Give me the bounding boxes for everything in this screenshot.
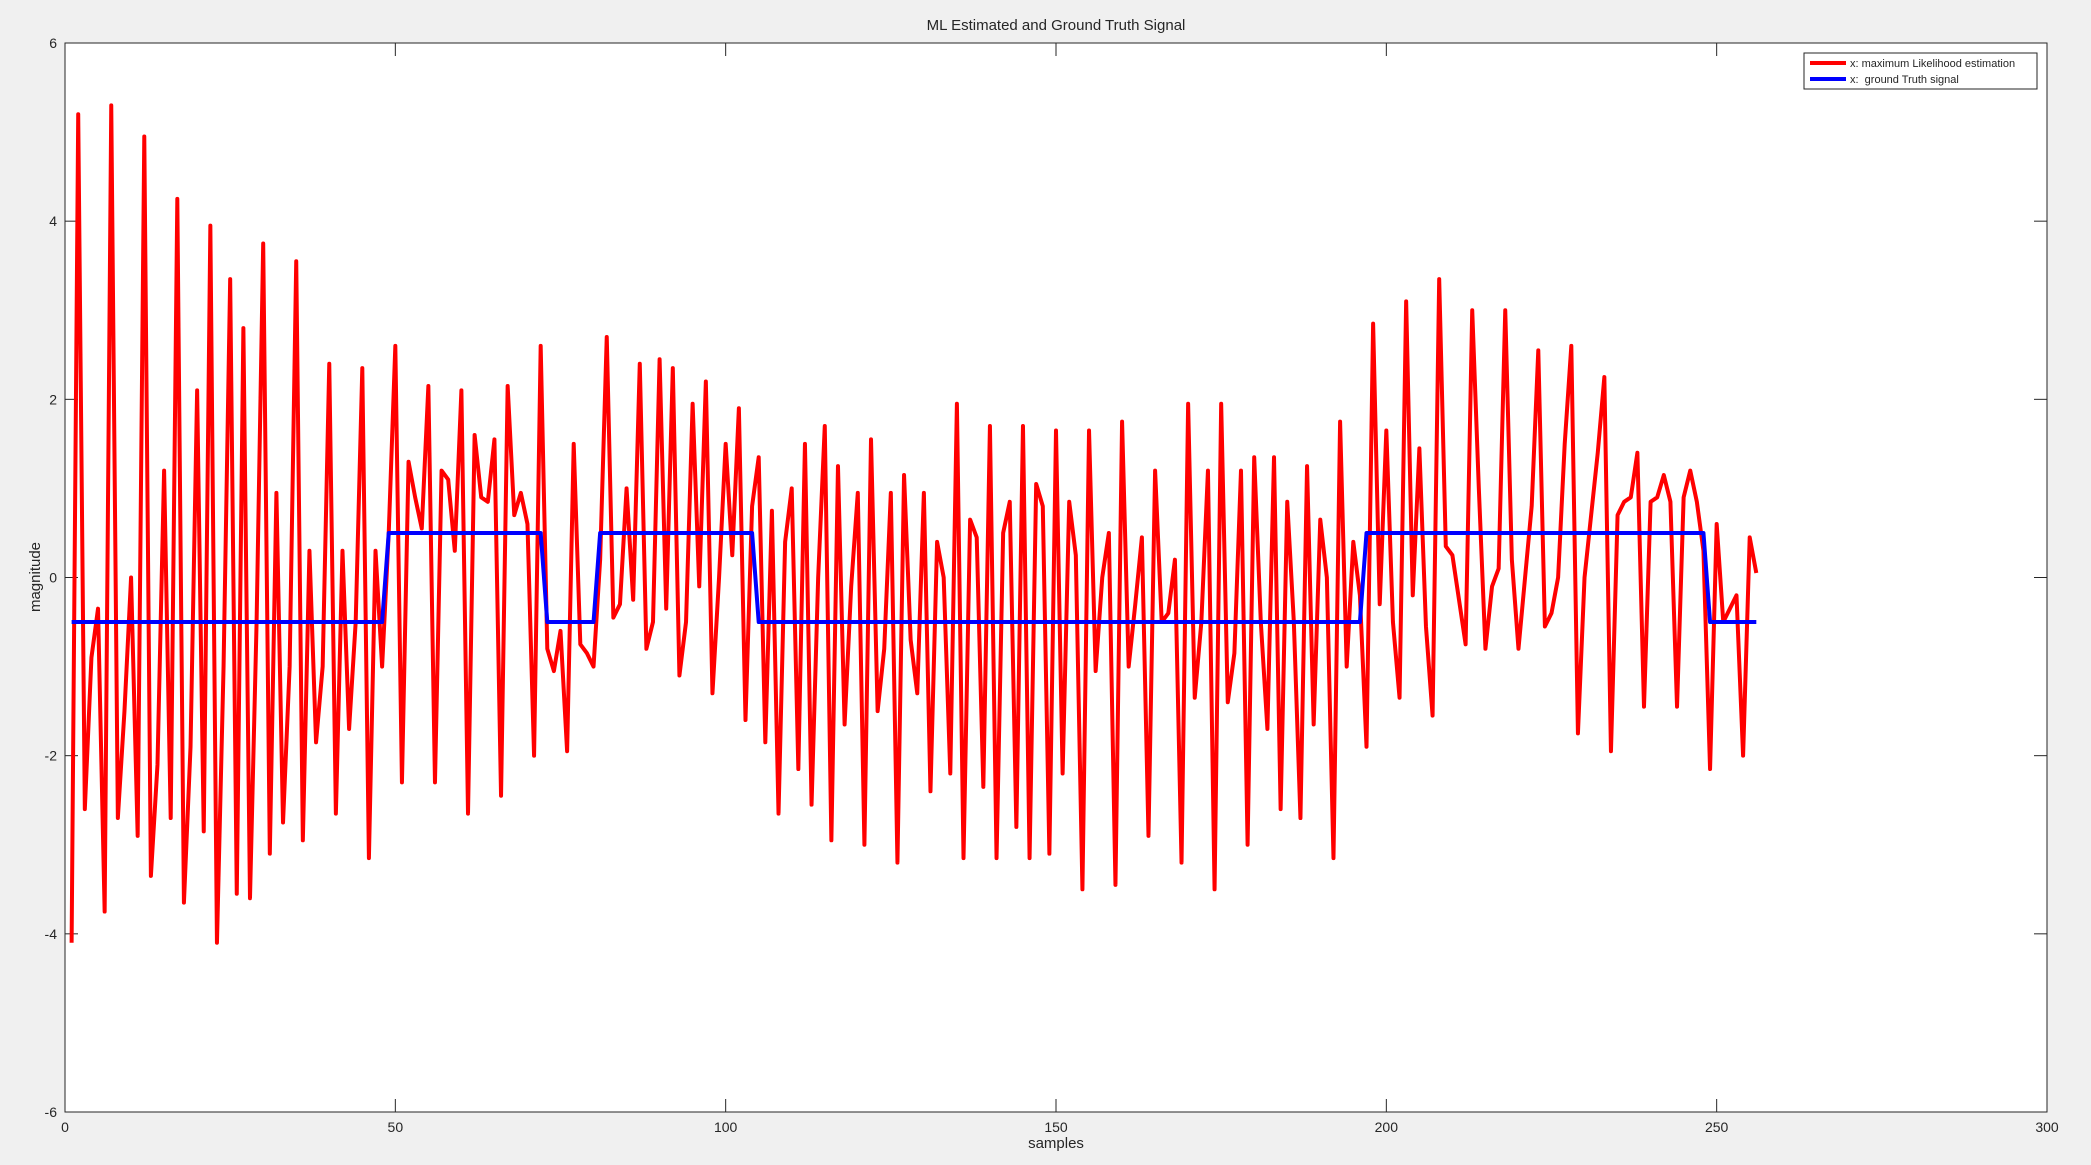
y-tick-label: -4	[45, 926, 58, 942]
series-line	[71, 530, 1757, 625]
x-tick-label: 100	[714, 1119, 738, 1135]
x-tick-label: 0	[61, 1119, 69, 1135]
y-tick-label: -6	[45, 1104, 58, 1120]
x-tick-label: 50	[388, 1119, 404, 1135]
legend-label: x: ground Truth signal	[1850, 74, 1959, 86]
y-tick-label: 4	[49, 213, 57, 229]
y-tick-label: 0	[49, 570, 57, 586]
x-tick-label: 250	[1705, 1119, 1729, 1135]
series-line	[69, 103, 1759, 945]
chart-title: ML Estimated and Ground Truth Signal	[927, 17, 1186, 34]
legend-box	[1803, 52, 2038, 90]
y-tick-label: 2	[49, 391, 57, 407]
x-tick-label: 300	[2035, 1119, 2059, 1135]
legend-label: x: maximum Likelihood estimation	[1850, 58, 2015, 70]
x-tick-label: 150	[1044, 1119, 1068, 1135]
y-axis-label: magnitude	[27, 542, 44, 612]
x-tick-label: 200	[1375, 1119, 1399, 1135]
y-tick-label: -2	[45, 748, 58, 764]
y-tick-label: 6	[49, 35, 57, 51]
x-axis-label: samples	[1028, 1135, 1084, 1152]
legend: x: maximum Likelihood estimation x: groun…	[1803, 52, 2038, 90]
